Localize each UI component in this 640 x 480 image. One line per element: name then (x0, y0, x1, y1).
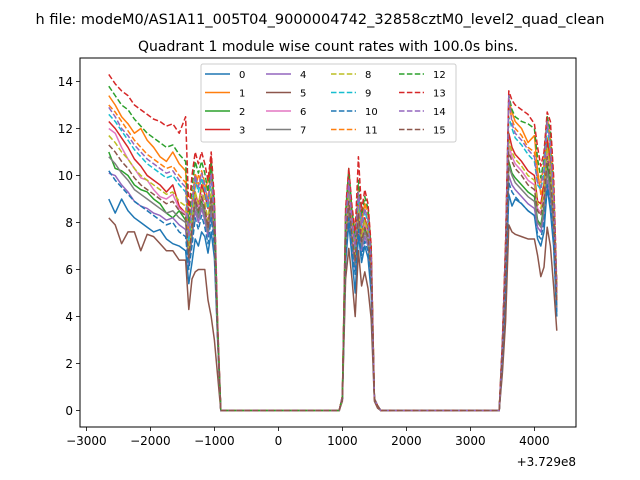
legend-label-13: 13 (433, 89, 446, 100)
y-tick-label: 6 (65, 263, 73, 277)
y-tick-label: 0 (65, 404, 73, 418)
plot-area: −3000 −2000 −1000 0 1000 2000 3000 4000 0246810… (58, 57, 577, 448)
legend-label-15: 15 (433, 126, 446, 137)
series-line-4 (108, 172, 558, 412)
x-axis: −3000 −2000 −1000 0 1000 2000 3000 4000 (66, 427, 550, 448)
series-line-5 (108, 217, 558, 412)
legend-label-9: 9 (365, 89, 371, 100)
y-tick-label: 12 (58, 122, 73, 136)
legend-frame (200, 63, 457, 143)
legend-label-10: 10 (365, 107, 378, 118)
legend-label-11: 11 (365, 126, 378, 137)
legend-label-4: 4 (300, 70, 306, 81)
legend-label-12: 12 (433, 70, 446, 81)
y-tick-label: 8 (65, 216, 73, 230)
x-tick-label: 1000 (327, 434, 358, 448)
x-tick-label: −1000 (194, 434, 235, 448)
y-axis: 0 2 4 6 8 10 12 14 (58, 75, 80, 418)
y-tick-label: 4 (65, 310, 73, 324)
series-line-3 (108, 120, 558, 412)
x-tick-label: 3000 (455, 434, 486, 448)
series-line-1 (108, 95, 558, 412)
legend-label-8: 8 (365, 70, 371, 81)
series-line-15 (108, 144, 558, 412)
series-line-14 (108, 94, 558, 412)
figure-suptitle: h file: modeM0/AS1A11_005T04_9000004742_… (36, 12, 605, 28)
series-line-13 (108, 74, 558, 412)
legend-label-5: 5 (300, 89, 306, 100)
legend-label-0: 0 (239, 70, 245, 81)
series-layer (108, 74, 558, 412)
legend-label-2: 2 (239, 107, 245, 118)
legend-label-6: 6 (300, 107, 306, 118)
x-tick-label: 4000 (519, 434, 550, 448)
x-tick-label: −2000 (130, 434, 171, 448)
series-line-10 (108, 170, 558, 412)
series-line-8 (108, 135, 558, 412)
x-tick-label: −3000 (66, 434, 107, 448)
y-tick-label: 14 (58, 75, 73, 89)
y-tick-label: 10 (58, 169, 73, 183)
chart-title: Quadrant 1 module wise count rates with … (138, 39, 518, 55)
y-tick-label: 2 (65, 357, 73, 371)
series-line-12 (108, 85, 558, 412)
series-line-2 (108, 151, 558, 412)
x-offset-text: +3.729e8 (517, 455, 576, 469)
legend-label-7: 7 (300, 126, 306, 137)
legend-label-14: 14 (433, 107, 446, 118)
x-tick-label: 2000 (391, 434, 422, 448)
legend-label-3: 3 (239, 126, 245, 137)
axes-frame (79, 57, 577, 428)
legend-label-1: 1 (239, 89, 245, 100)
x-tick-label: 0 (275, 434, 283, 448)
